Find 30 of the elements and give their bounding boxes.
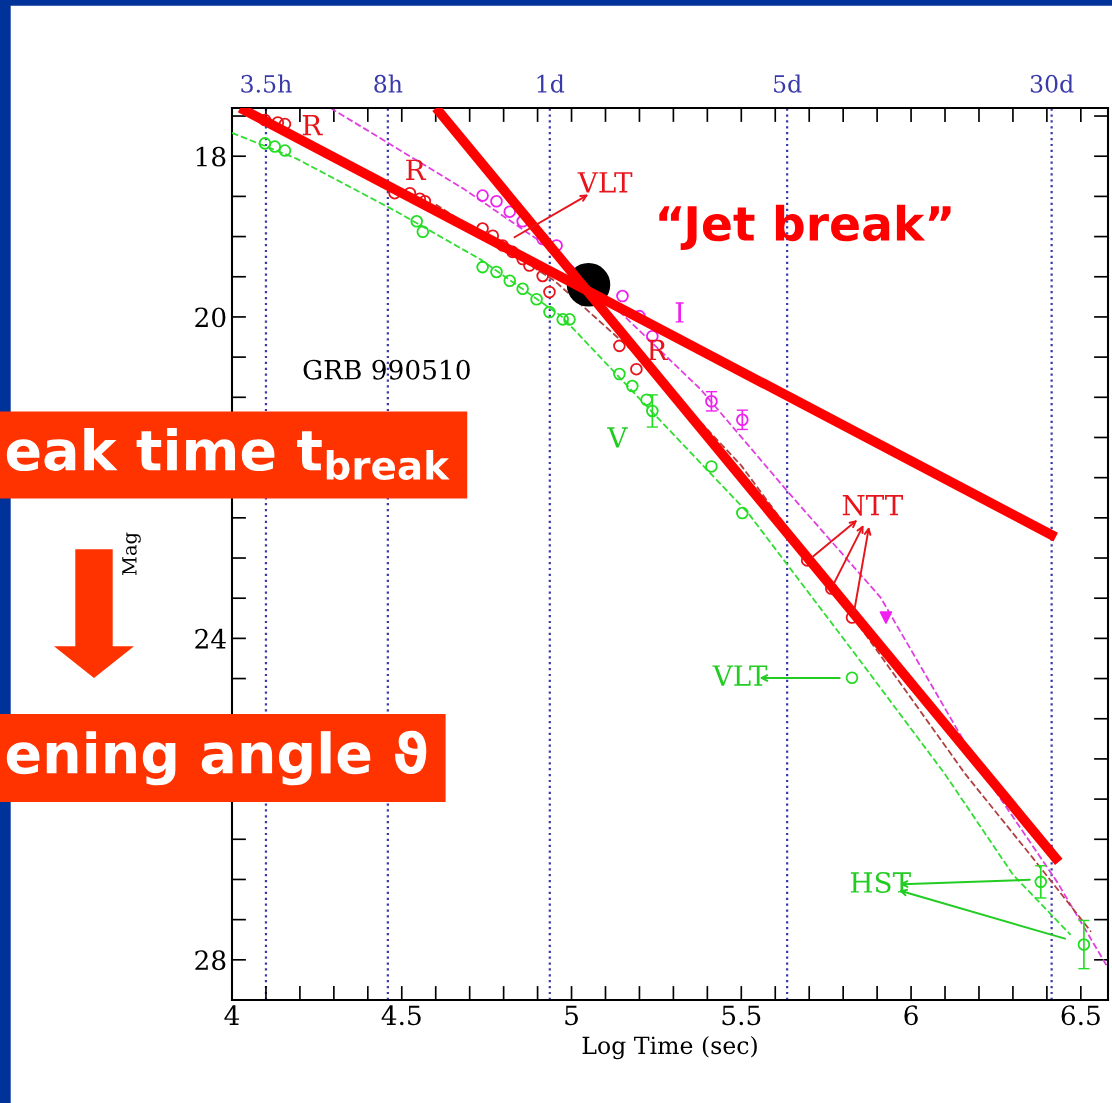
annotation: NTT bbox=[842, 495, 904, 516]
annotation: VLT bbox=[712, 665, 768, 686]
annotation: VLT bbox=[577, 172, 633, 193]
y-tick-label: 28 bbox=[195, 950, 226, 971]
ref-line-label: 3.5h bbox=[241, 74, 292, 93]
y-tick-label: 18 bbox=[196, 146, 226, 167]
x-tick-label: 6.5 bbox=[1061, 1005, 1100, 1026]
x-tick-label: 6 bbox=[904, 1005, 918, 1026]
y-tick-label: 24 bbox=[195, 628, 226, 649]
x-axis-title: Log Time (sec) bbox=[582, 1035, 757, 1060]
ref-line-label: 30d bbox=[1030, 74, 1074, 93]
y-axis-title: Mag bbox=[122, 532, 141, 576]
annotation: “Jet break” bbox=[659, 204, 951, 251]
y-tick-label: 20 bbox=[195, 307, 226, 328]
annotation: R bbox=[406, 159, 427, 180]
annotation: R bbox=[647, 339, 668, 361]
annotation: R bbox=[302, 115, 323, 136]
ref-line-label: 8h bbox=[374, 74, 403, 93]
annotation: eak time t$_{break}$ bbox=[6, 428, 450, 480]
annotation: V bbox=[607, 427, 628, 448]
x-tick-label: 5 bbox=[565, 1005, 578, 1026]
annotation: HST bbox=[850, 871, 911, 893]
annotation: ening angle ϑ bbox=[6, 730, 427, 786]
ref-line-label: 5d bbox=[774, 74, 802, 93]
annotation: GRB 990510 bbox=[303, 359, 470, 380]
x-tick-label: 5.5 bbox=[722, 1005, 761, 1026]
annotation: I bbox=[675, 302, 684, 323]
x-tick-label: 4 bbox=[224, 1005, 240, 1025]
ref-line-label: 1d bbox=[537, 74, 565, 93]
x-tick-label: 4.5 bbox=[381, 1005, 421, 1026]
